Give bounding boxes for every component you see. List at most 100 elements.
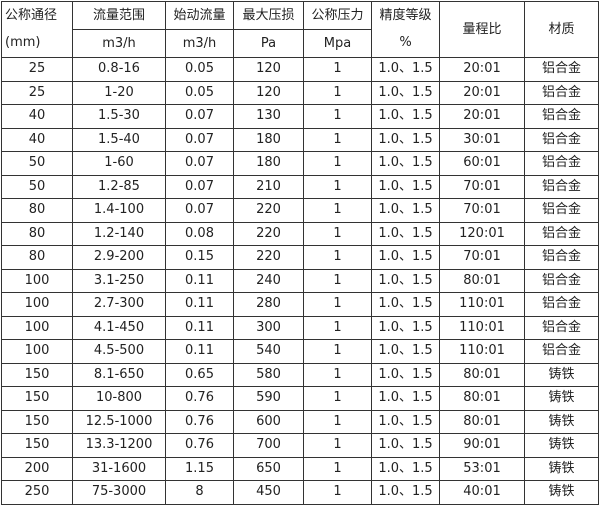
cell-start-flow: 0.07: [165, 198, 234, 223]
cell-material: 铸铁: [524, 480, 599, 505]
cell-diameter: 150: [1, 386, 73, 411]
cell-diameter: 80: [1, 198, 73, 223]
cell-diameter: 250: [1, 480, 73, 505]
cell-turndown: 80:01: [439, 409, 525, 434]
cell-accuracy: 1.0、1.5: [371, 362, 440, 387]
cell-flow-range: 4.1-450: [72, 315, 166, 340]
cell-flow-range: 10-800: [72, 386, 166, 411]
cell-max-loss: 650: [233, 456, 304, 481]
table-row: 150 12.5-1000 0.76 600 1 1.0、1.5 80:01 铸铁: [1, 409, 599, 434]
cell-turndown: 110:01: [439, 339, 525, 364]
header-row: 公称通径 流量范围 始动流量 最大压损 公称压力 精度等级 量程比 材质: [1, 1, 599, 58]
cell-max-loss: 220: [233, 198, 304, 223]
cell-max-loss: 210: [233, 174, 304, 199]
cell-accuracy: 1.0、1.5: [371, 127, 440, 152]
unit-flow-range: m3/h: [72, 29, 166, 58]
cell-start-flow: 0.07: [165, 127, 234, 152]
cell-diameter: 25: [1, 57, 73, 82]
cell-flow-range: 2.9-200: [72, 245, 166, 270]
cell-accuracy: 1.0、1.5: [371, 339, 440, 364]
cell-flow-range: 1-60: [72, 151, 166, 176]
cell-turndown: 70:01: [439, 198, 525, 223]
header-flow-range: 流量范围: [72, 1, 166, 30]
cell-material: 铝合金: [524, 245, 599, 270]
cell-flow-range: 1-20: [72, 80, 166, 105]
cell-flow-range: 3.1-250: [72, 268, 166, 293]
cell-flow-range: 1.5-40: [72, 127, 166, 152]
cell-start-flow: 0.11: [165, 268, 234, 293]
header-pressure: 公称压力: [303, 1, 372, 30]
table-row: 25 1-20 0.05 120 1 1.0、1.5 20:01 铝合金: [1, 80, 599, 105]
table-row: 40 1.5-40 0.07 180 1 1.0、1.5 30:01 铝合金: [1, 127, 599, 152]
cell-accuracy: 1.0、1.5: [371, 57, 440, 82]
cell-flow-range: 75-3000: [72, 480, 166, 505]
cell-turndown: 60:01: [439, 151, 525, 176]
cell-diameter: 200: [1, 456, 73, 481]
cell-pressure: 1: [303, 198, 372, 223]
cell-pressure: 1: [303, 480, 372, 505]
cell-start-flow: 0.07: [165, 174, 234, 199]
cell-flow-range: 1.2-85: [72, 174, 166, 199]
unit-diameter: (mm): [1, 29, 73, 58]
cell-pressure: 1: [303, 127, 372, 152]
cell-turndown: 120:01: [439, 221, 525, 246]
cell-turndown: 20:01: [439, 104, 525, 129]
cell-material: 铝合金: [524, 80, 599, 105]
header-accuracy: 精度等级: [371, 1, 440, 30]
cell-accuracy: 1.0、1.5: [371, 480, 440, 505]
cell-pressure: 1: [303, 221, 372, 246]
unit-accuracy: %: [371, 29, 440, 58]
table-row: 40 1.5-30 0.07 130 1 1.0、1.5 20:01 铝合金: [1, 104, 599, 129]
cell-accuracy: 1.0、1.5: [371, 315, 440, 340]
table-row: 100 2.7-300 0.11 280 1 1.0、1.5 110:01 铝合金: [1, 292, 599, 317]
cell-flow-range: 1.2-140: [72, 221, 166, 246]
cell-turndown: 30:01: [439, 127, 525, 152]
cell-accuracy: 1.0、1.5: [371, 268, 440, 293]
cell-start-flow: 0.11: [165, 315, 234, 340]
cell-max-loss: 600: [233, 409, 304, 434]
cell-max-loss: 220: [233, 245, 304, 270]
cell-start-flow: 0.11: [165, 292, 234, 317]
cell-accuracy: 1.0、1.5: [371, 456, 440, 481]
header-max-loss: 最大压损: [233, 1, 304, 30]
cell-accuracy: 1.0、1.5: [371, 386, 440, 411]
unit-pressure: Mpa: [303, 29, 372, 58]
cell-max-loss: 540: [233, 339, 304, 364]
cell-max-loss: 580: [233, 362, 304, 387]
cell-start-flow: 0.76: [165, 433, 234, 458]
cell-accuracy: 1.0、1.5: [371, 198, 440, 223]
cell-diameter: 150: [1, 362, 73, 387]
unit-max-loss: Pa: [233, 29, 304, 58]
table-row: 80 1.4-100 0.07 220 1 1.0、1.5 70:01 铝合金: [1, 198, 599, 223]
cell-material: 铸铁: [524, 386, 599, 411]
cell-turndown: 110:01: [439, 315, 525, 340]
cell-diameter: 25: [1, 80, 73, 105]
table-row: 100 3.1-250 0.11 240 1 1.0、1.5 80:01 铝合金: [1, 268, 599, 293]
cell-diameter: 50: [1, 151, 73, 176]
table-row: 150 10-800 0.76 590 1 1.0、1.5 80:01 铸铁: [1, 386, 599, 411]
cell-accuracy: 1.0、1.5: [371, 221, 440, 246]
cell-max-loss: 700: [233, 433, 304, 458]
cell-start-flow: 0.05: [165, 80, 234, 105]
cell-material: 铸铁: [524, 362, 599, 387]
cell-start-flow: 0.65: [165, 362, 234, 387]
cell-max-loss: 120: [233, 57, 304, 82]
cell-flow-range: 8.1-650: [72, 362, 166, 387]
cell-pressure: 1: [303, 362, 372, 387]
cell-max-loss: 180: [233, 127, 304, 152]
cell-start-flow: 0.07: [165, 151, 234, 176]
cell-flow-range: 1.4-100: [72, 198, 166, 223]
table-row: 50 1-60 0.07 180 1 1.0、1.5 60:01 铝合金: [1, 151, 599, 176]
cell-start-flow: 0.05: [165, 57, 234, 82]
header-turndown: 量程比: [439, 1, 525, 58]
cell-material: 铝合金: [524, 268, 599, 293]
cell-pressure: 1: [303, 151, 372, 176]
cell-flow-range: 31-1600: [72, 456, 166, 481]
cell-material: 铝合金: [524, 57, 599, 82]
cell-turndown: 110:01: [439, 292, 525, 317]
cell-pressure: 1: [303, 292, 372, 317]
cell-turndown: 80:01: [439, 268, 525, 293]
cell-material: 铸铁: [524, 433, 599, 458]
cell-pressure: 1: [303, 456, 372, 481]
cell-turndown: 20:01: [439, 80, 525, 105]
